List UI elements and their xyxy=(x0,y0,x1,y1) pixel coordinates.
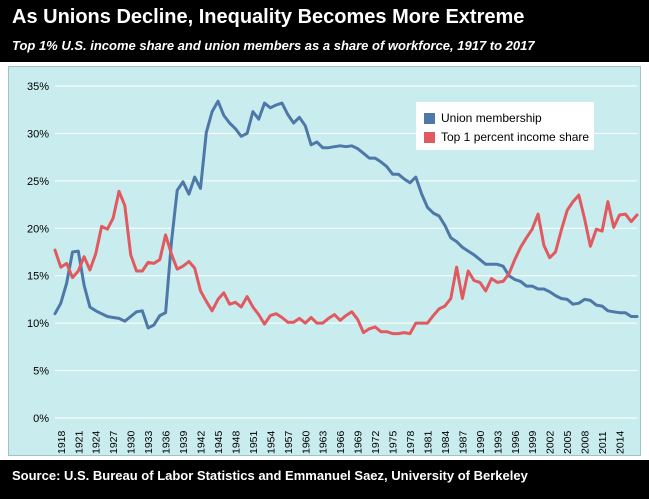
x-tick-label: 1981 xyxy=(422,430,434,454)
x-tick-label: 1990 xyxy=(475,430,487,454)
y-tick-label: 35% xyxy=(27,81,49,93)
y-tick-label: 30% xyxy=(27,128,49,140)
x-tick-label: 1978 xyxy=(405,430,417,454)
x-tick-label: 1924 xyxy=(91,430,103,454)
x-tick-label: 1975 xyxy=(388,430,400,454)
x-tick-label: 2002 xyxy=(545,430,557,454)
x-tick-label: 1996 xyxy=(510,430,522,454)
legend-item-top-1-percent: Top 1 percent income share xyxy=(424,129,589,145)
x-tick-label: 1987 xyxy=(457,430,469,454)
x-tick-label: 1927 xyxy=(108,430,120,454)
x-tick-label: 1936 xyxy=(161,430,173,454)
x-tick-label: 1942 xyxy=(196,430,208,454)
x-tick-label: 2014 xyxy=(615,430,627,454)
chart-subtitle: Top 1% U.S. income share and union membe… xyxy=(12,38,535,53)
x-axis-tick-labels: 1918 1921 1924 1927 1930 1933 1936 1939 1942 1945… xyxy=(56,430,627,454)
x-tick-label: 1993 xyxy=(492,430,504,454)
x-tick-label: 1960 xyxy=(300,430,312,454)
x-tick-label: 1969 xyxy=(353,430,365,454)
x-tick-label: 1999 xyxy=(527,430,539,454)
y-tick-label: 5% xyxy=(33,366,49,378)
x-tick-label: 1963 xyxy=(318,430,330,454)
y-tick-label: 25% xyxy=(27,176,49,188)
x-tick-label: 1957 xyxy=(283,430,295,454)
series-line-top-1-percent xyxy=(53,189,639,336)
y-tick-label: 15% xyxy=(27,271,49,283)
legend-swatch-union xyxy=(424,112,435,124)
x-tick-label: 2005 xyxy=(562,430,574,454)
x-tick-label: 1972 xyxy=(370,430,382,454)
x-tick-label: 2011 xyxy=(597,431,609,454)
legend-label-top1: Top 1 percent income share xyxy=(441,130,590,144)
x-tick-label: 2008 xyxy=(580,430,592,454)
x-tick-label: 1954 xyxy=(265,430,277,454)
legend-swatch-top1 xyxy=(424,131,435,143)
series-lines xyxy=(53,99,639,336)
y-tick-label: 0% xyxy=(33,413,49,425)
x-tick-label: 1939 xyxy=(178,430,190,454)
x-tick-label: 1933 xyxy=(143,430,155,454)
header-banner: As Unions Decline, Inequality Becomes Mo… xyxy=(0,0,649,62)
x-tick-label: 1921 xyxy=(73,430,85,454)
legend: Union membership Top 1 percent income sh… xyxy=(416,102,594,150)
y-tick-label: 10% xyxy=(27,318,49,330)
x-tick-label: 1951 xyxy=(248,430,260,454)
y-axis-tick-labels: 0% 5% 10% 15% 20% 25% 30% 35% xyxy=(27,81,49,425)
x-tick-label: 1948 xyxy=(230,430,242,454)
x-tick-label: 1984 xyxy=(440,430,452,454)
x-tick-label: 1966 xyxy=(335,430,347,454)
x-tick-label: 1918 xyxy=(56,430,68,454)
legend-item-union-membership: Union membership xyxy=(424,110,542,126)
x-tick-label: 1930 xyxy=(126,430,138,454)
x-tick-label: 1945 xyxy=(213,430,225,454)
legend-label-union: Union membership xyxy=(441,111,542,125)
y-tick-label: 20% xyxy=(27,223,49,235)
series-line-union-membership xyxy=(53,99,639,330)
chart-title: As Unions Decline, Inequality Becomes Mo… xyxy=(12,6,525,28)
source-note: Source: U.S. Bureau of Labor Statistics … xyxy=(12,468,528,483)
footer-banner: Source: U.S. Bureau of Labor Statistics … xyxy=(0,460,649,499)
